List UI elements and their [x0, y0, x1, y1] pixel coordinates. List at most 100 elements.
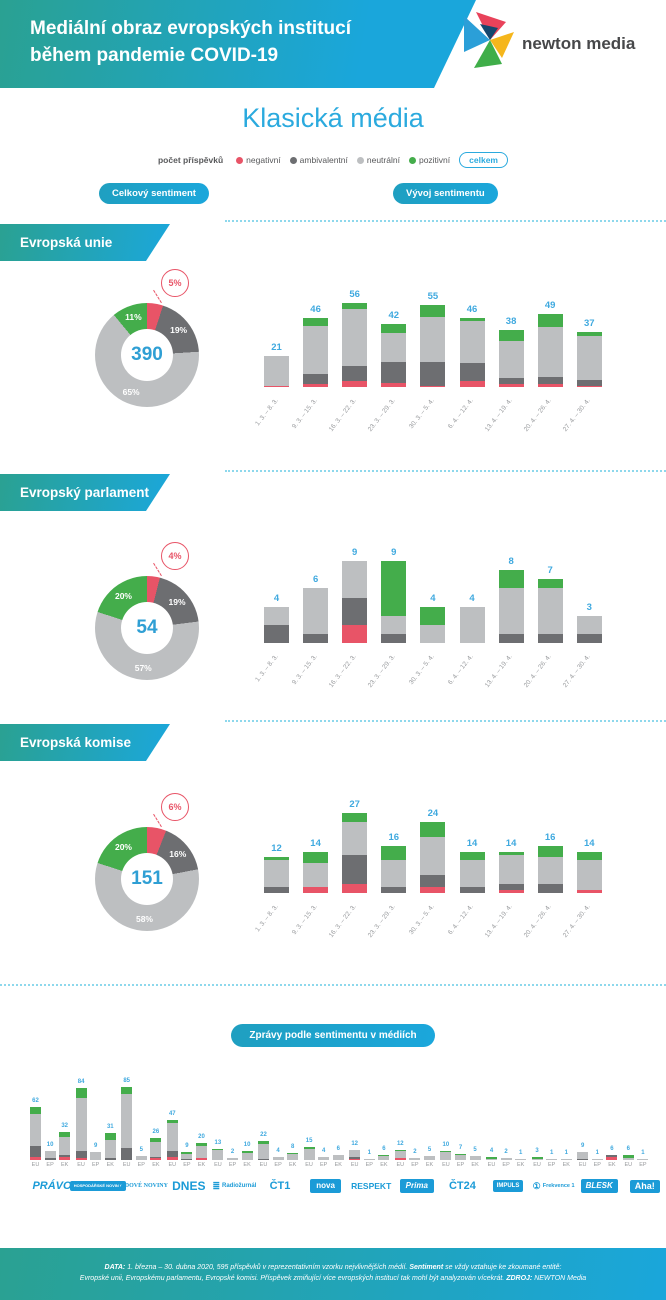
entity-axis-label: EP	[502, 1162, 510, 1168]
bar-segment-neutral	[303, 1148, 315, 1160]
footer-text: 1. března – 30. dubna 2020, 595 příspěvk…	[125, 1264, 410, 1271]
entity-axis-label: EP	[548, 1162, 556, 1168]
bar-segment-neutral	[381, 615, 407, 634]
entity-axis-label: EK	[289, 1162, 297, 1168]
legend-label: negativní	[246, 155, 281, 165]
entity-axis-label: EU	[77, 1162, 85, 1168]
bar-segment-neutral	[303, 863, 329, 888]
media-bar-value: 12	[396, 1140, 404, 1147]
media-logo-text: HOSPODÁŘSKÉ NOVINY	[69, 1181, 126, 1191]
negative-share-callout: 6%	[161, 793, 189, 821]
media-bar-value: 10	[46, 1142, 54, 1149]
bar-segment-positive	[303, 1147, 315, 1149]
donut-label-neutral: 58%	[135, 913, 153, 924]
week-axis-label: 27. 4. – 30. 4.	[562, 397, 593, 433]
legend-item-ambivalent: ambivalentní	[289, 155, 348, 165]
bar-column: 21	[264, 342, 289, 387]
media-logo-text: BLESK	[580, 1179, 618, 1193]
media-bar-value: 1	[564, 1150, 568, 1156]
bar-column: 9	[342, 547, 368, 643]
footer-text: NEWTON Media	[532, 1275, 587, 1282]
media-bar-value: 47	[168, 1110, 176, 1117]
week-axis-label: 1. 3. – 8. 3.	[253, 903, 280, 934]
bar-segment-positive	[150, 1137, 162, 1142]
media-group-radio-urn-l: 13 EU 2 EP 10 EK ≣ Radiožurnál	[212, 1086, 257, 1191]
bar-total-label: 4	[430, 592, 436, 604]
media-bar-value: 2	[504, 1149, 508, 1156]
media-logo-nova: nova	[302, 1174, 350, 1198]
bar-segment-negative	[166, 1156, 178, 1160]
bar-segment-neutral	[459, 321, 485, 363]
bar-segment-neutral	[303, 325, 329, 374]
bar-segment-positive	[537, 579, 563, 589]
bar-segment-neutral	[342, 309, 368, 366]
bar-segment-positive	[318, 1156, 330, 1158]
entity-axis-label: EU	[624, 1162, 633, 1168]
bar-segment-neutral	[303, 588, 329, 634]
entity-axis-label: EU	[350, 1162, 359, 1168]
bar-segment-ambivalent	[459, 363, 485, 381]
media-bar-value: 6	[626, 1145, 630, 1152]
entity-axis-label: EU	[578, 1162, 587, 1168]
bar-segment-ambivalent	[264, 624, 289, 644]
bar-column: 16	[381, 832, 407, 893]
media-logo--t1: ČT1	[256, 1174, 304, 1198]
media-section-pill[interactable]: Zprávy podle sentimentu v médiích	[231, 1024, 435, 1047]
media-bar-column	[606, 1154, 618, 1160]
media-bar-column	[287, 1153, 299, 1160]
legend-total-pill[interactable]: celkem	[459, 152, 508, 168]
media-logo-prima: Prima	[393, 1174, 441, 1198]
entity-axis-label: EP	[593, 1162, 601, 1168]
bar-total-label: 7	[547, 565, 553, 577]
media-logo-text: Prima	[399, 1179, 434, 1193]
entity-axis-label: EU	[442, 1162, 450, 1168]
donut-chart-evropsk-parlament: 54 4% 19% 57% 20%	[95, 542, 199, 680]
media-bar-value: 31	[106, 1124, 114, 1131]
bar-segment-neutral	[537, 327, 563, 377]
week-axis-label: 16. 3. – 22. 3.	[327, 397, 358, 433]
sentiment-trend-pill[interactable]: Vývoj sentimentu	[393, 183, 498, 204]
media-bar-column	[546, 1159, 558, 1160]
media-logo-text: RESPEKT	[351, 1181, 392, 1191]
bar-segment-ambivalent	[537, 884, 563, 893]
bar-segment-neutral	[498, 854, 524, 885]
week-axis-label: 16. 3. – 22. 3.	[327, 653, 358, 689]
dotted-separator	[225, 470, 666, 472]
entity-axis-label: EP	[137, 1162, 145, 1168]
media-group--t24: 10 EU 7 EP 5 EK ČT24	[440, 1086, 485, 1192]
entity-axis-label: EK	[471, 1162, 479, 1168]
bar-total-label: 56	[349, 289, 360, 300]
total-sentiment-pill[interactable]: Celkový sentiment	[99, 183, 209, 204]
week-axis-label: 20. 4. – 26. 4.	[522, 653, 553, 689]
entity-axis-label: EP	[639, 1162, 647, 1168]
bar-segment-neutral	[342, 561, 368, 598]
media-bar-column	[469, 1155, 481, 1160]
entity-axis-label: EU	[259, 1162, 268, 1168]
bar-segment-positive	[75, 1087, 87, 1099]
bar-segment-positive	[342, 813, 368, 822]
week-axis-label: 13. 4. – 19. 4.	[483, 903, 514, 939]
entity-axis-label: EU	[122, 1162, 131, 1168]
header-title-line2: během pandemie COVID-19	[30, 45, 279, 66]
media-logo-lidov-noviny: LIDOVÉ NOVINY	[118, 1174, 168, 1198]
bar-total-label: 4	[469, 592, 475, 604]
media-logo-text: ČT1	[269, 1180, 291, 1192]
bar-total-label: 46	[466, 304, 478, 315]
callout-connector	[153, 813, 162, 828]
bar-segment-negative	[150, 1158, 162, 1160]
media-bar-value: 9	[185, 1143, 189, 1150]
bar-segment-negative	[349, 1159, 361, 1160]
bar-column: 46	[303, 304, 329, 387]
negative-dot-icon	[236, 156, 244, 164]
bar-segment-neutral	[576, 336, 602, 380]
bar-segment-ambivalent	[381, 887, 407, 893]
bar-segment-ambivalent	[498, 378, 524, 384]
bar-segment-neutral	[135, 1155, 147, 1160]
bar-segment-neutral	[318, 1157, 330, 1160]
week-axis-label: 1. 3. – 8. 3.	[253, 397, 280, 428]
bar-column: 4	[420, 593, 446, 644]
media-bar-column	[104, 1133, 116, 1160]
bar-column: 16	[537, 832, 563, 893]
entity-axis-label: EK	[425, 1162, 434, 1168]
weekly-bar-chart-evropsk-parlament: 4 1. 3. – 8. 3. 6 9. 3. – 15. 3. 9 16. 3. – 2…	[254, 547, 660, 689]
